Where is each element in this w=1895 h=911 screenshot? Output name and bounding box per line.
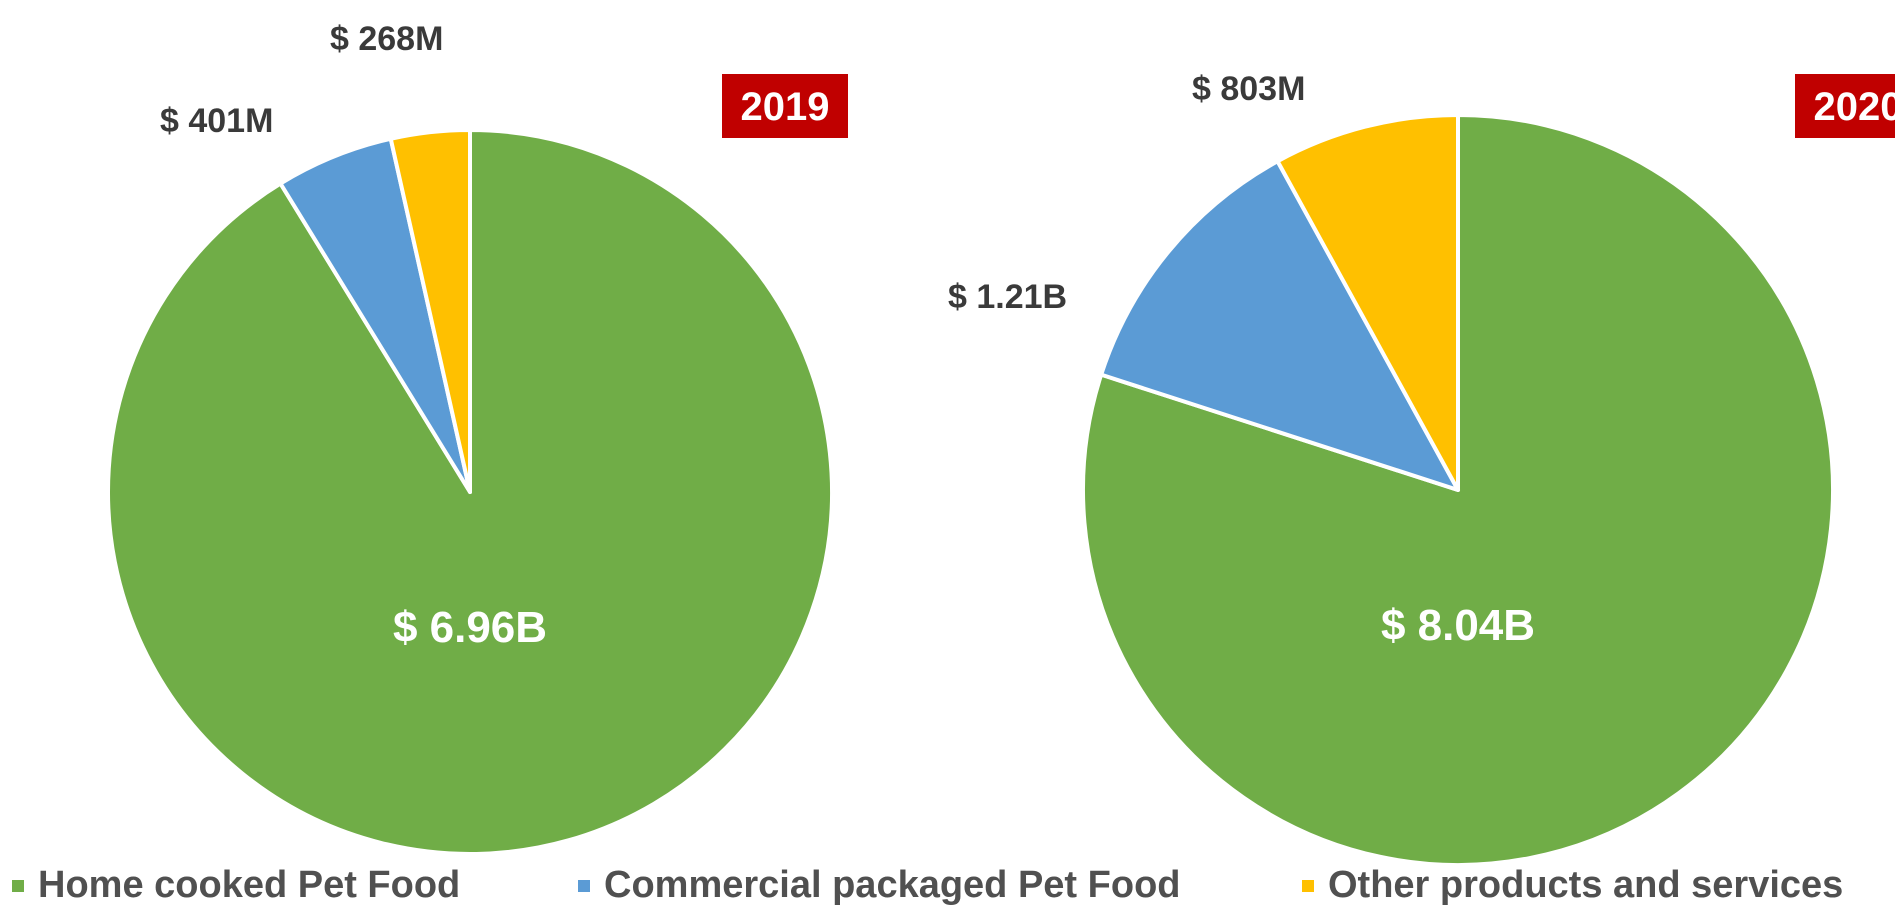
legend: Home cooked Pet Food Commercial packaged… (0, 860, 1895, 911)
legend-label-commercial: Commercial packaged Pet Food (604, 864, 1181, 906)
legend-swatch-other (1302, 879, 1314, 892)
pie-2019-slice-2 (388, 128, 472, 494)
legend-swatch-home-cooked (12, 879, 24, 892)
pie-2020-slice-1 (1099, 159, 1460, 492)
year-badge-2019 (722, 74, 848, 138)
year-badge-text-2019: 2019 (741, 85, 830, 129)
pie-2019-label-2: $ 268M (330, 20, 443, 58)
legend-label-other: Other products and services (1328, 864, 1844, 906)
pie-2020-slice-2 (1275, 113, 1460, 492)
pie-2019-label-1: $ 401M (160, 102, 273, 140)
legend-item-home-cooked: Home cooked Pet Food (12, 864, 460, 907)
legend-swatch-commercial (578, 879, 590, 892)
legend-item-other: Other products and services (1302, 864, 1843, 907)
pie-2019-label-0: $ 6.96B (393, 603, 547, 652)
pie-2020: $ 8.04B $ 1.21B $ 803M 2020 (948, 70, 1895, 867)
legend-item-commercial: Commercial packaged Pet Food (578, 864, 1181, 907)
legend-label-home-cooked: Home cooked Pet Food (38, 864, 461, 906)
pie-2020-label-2: $ 803M (1192, 70, 1305, 108)
pie-2020-label-0: $ 8.04B (1381, 601, 1535, 650)
year-badge-2020 (1795, 74, 1895, 138)
year-badge-text-2020: 2020 (1814, 85, 1895, 129)
pie-2020-label-1: $ 1.21B (948, 278, 1067, 316)
pie-2019: $ 6.96B $ 401M $ 268M 2019 (106, 20, 848, 856)
